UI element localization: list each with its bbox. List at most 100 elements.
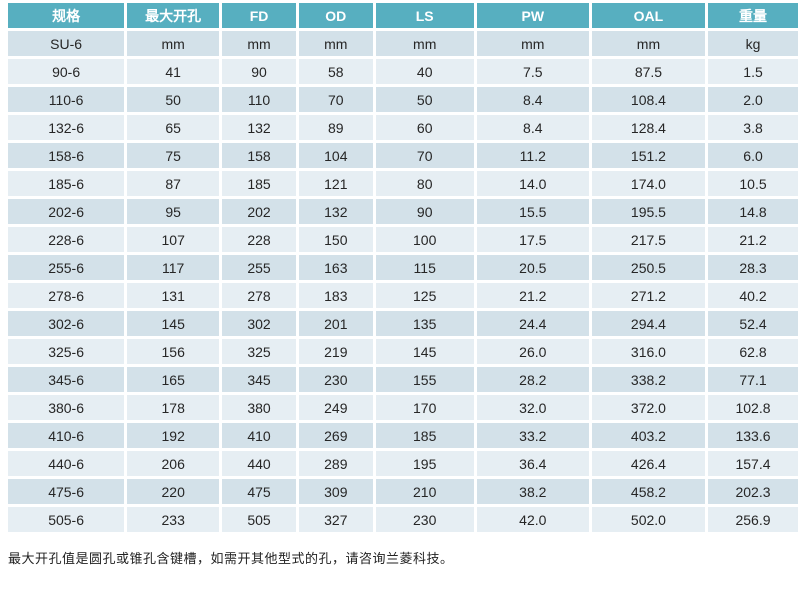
table-cell: 302-6 bbox=[8, 311, 125, 336]
table-cell: 17.5 bbox=[476, 227, 589, 252]
table-cell: 132-6 bbox=[8, 115, 125, 140]
table-cell: 26.0 bbox=[476, 339, 589, 364]
column-header: PW bbox=[476, 3, 589, 28]
table-cell: 125 bbox=[375, 283, 474, 308]
table-cell: 10.5 bbox=[708, 171, 798, 196]
table-cell: 178 bbox=[127, 395, 220, 420]
table-cell: 50 bbox=[127, 87, 220, 112]
table-cell: 440-6 bbox=[8, 451, 125, 476]
table-row: 228-6 107 228 150 100 17.5 217.5 21.2 bbox=[8, 227, 798, 252]
table-cell: 505 bbox=[222, 507, 296, 532]
table-cell: 6.0 bbox=[708, 143, 798, 168]
table-cell: 380 bbox=[222, 395, 296, 420]
table-cell: 250.5 bbox=[591, 255, 706, 280]
table-cell: mm bbox=[375, 31, 474, 56]
table-cell: 14.0 bbox=[476, 171, 589, 196]
table-cell: 75 bbox=[127, 143, 220, 168]
table-cell: 185-6 bbox=[8, 171, 125, 196]
table-row: 110-6 50 110 70 50 8.4 108.4 2.0 bbox=[8, 87, 798, 112]
table-cell: mm bbox=[127, 31, 220, 56]
table-cell: 410 bbox=[222, 423, 296, 448]
column-header: LS bbox=[375, 3, 474, 28]
table-cell: 345 bbox=[222, 367, 296, 392]
table-cell: 230 bbox=[298, 367, 373, 392]
table-cell: 32.0 bbox=[476, 395, 589, 420]
table-cell: 278 bbox=[222, 283, 296, 308]
table-cell: 40 bbox=[375, 59, 474, 84]
table-cell: 60 bbox=[375, 115, 474, 140]
table-cell: 107 bbox=[127, 227, 220, 252]
table-cell: 170 bbox=[375, 395, 474, 420]
table-cell: 110-6 bbox=[8, 87, 125, 112]
table-cell: 21.2 bbox=[476, 283, 589, 308]
table-cell: 289 bbox=[298, 451, 373, 476]
table-cell: 256.9 bbox=[708, 507, 798, 532]
table-row: 302-6 145 302 201 135 24.4 294.4 52.4 bbox=[8, 311, 798, 336]
table-row: 505-6 233 505 327 230 42.0 502.0 256.9 bbox=[8, 507, 798, 532]
column-header: OAL bbox=[591, 3, 706, 28]
table-cell: 195.5 bbox=[591, 199, 706, 224]
table-cell: 202-6 bbox=[8, 199, 125, 224]
table-cell: 156 bbox=[127, 339, 220, 364]
table-cell: 135 bbox=[375, 311, 474, 336]
table-row: 255-6 117 255 163 115 20.5 250.5 28.3 bbox=[8, 255, 798, 280]
table-cell: 80 bbox=[375, 171, 474, 196]
table-row: 278-6 131 278 183 125 21.2 271.2 40.2 bbox=[8, 283, 798, 308]
table-cell: 100 bbox=[375, 227, 474, 252]
table-cell: 228-6 bbox=[8, 227, 125, 252]
table-cell: 255 bbox=[222, 255, 296, 280]
table-cell: 458.2 bbox=[591, 479, 706, 504]
table-cell: 233 bbox=[127, 507, 220, 532]
table-cell: 192 bbox=[127, 423, 220, 448]
table-cell: 21.2 bbox=[708, 227, 798, 252]
table-cell: 38.2 bbox=[476, 479, 589, 504]
table-cell: 50 bbox=[375, 87, 474, 112]
table-header: 规格 最大开孔 FD OD LS PW OAL 重量 bbox=[8, 3, 798, 28]
table-cell: 220 bbox=[127, 479, 220, 504]
table-cell: 65 bbox=[127, 115, 220, 140]
table-cell: 104 bbox=[298, 143, 373, 168]
column-header: 最大开孔 bbox=[127, 3, 220, 28]
table-cell: 132 bbox=[222, 115, 296, 140]
table-cell: 217.5 bbox=[591, 227, 706, 252]
table-cell: 202 bbox=[222, 199, 296, 224]
column-header: OD bbox=[298, 3, 373, 28]
table-cell: 325 bbox=[222, 339, 296, 364]
table-cell: 230 bbox=[375, 507, 474, 532]
table-row: 345-6 165 345 230 155 28.2 338.2 77.1 bbox=[8, 367, 798, 392]
table-cell: 1.5 bbox=[708, 59, 798, 84]
table-cell: 269 bbox=[298, 423, 373, 448]
table-cell: 228 bbox=[222, 227, 296, 252]
table-cell: 151.2 bbox=[591, 143, 706, 168]
table-cell: 128.4 bbox=[591, 115, 706, 140]
table-cell: 316.0 bbox=[591, 339, 706, 364]
table-cell: mm bbox=[476, 31, 589, 56]
table-cell: 7.5 bbox=[476, 59, 589, 84]
spec-table: 规格 最大开孔 FD OD LS PW OAL 重量 SU-6 mm mm mm mm mm mm kg 90… bbox=[5, 0, 801, 535]
table-cell: 475-6 bbox=[8, 479, 125, 504]
table-cell: 163 bbox=[298, 255, 373, 280]
table-cell: 90 bbox=[222, 59, 296, 84]
table-cell: 102.8 bbox=[708, 395, 798, 420]
column-header: FD bbox=[222, 3, 296, 28]
table-body: SU-6 mm mm mm mm mm mm kg 90-6 41 90 58 40 7.5 87.5 1.5… bbox=[8, 31, 798, 532]
table-cell: kg bbox=[708, 31, 798, 56]
table-cell: 157.4 bbox=[708, 451, 798, 476]
table-cell: 33.2 bbox=[476, 423, 589, 448]
table-cell: 70 bbox=[298, 87, 373, 112]
table-cell: 8.4 bbox=[476, 115, 589, 140]
table-cell: 95 bbox=[127, 199, 220, 224]
table-cell: 58 bbox=[298, 59, 373, 84]
table-cell: 90-6 bbox=[8, 59, 125, 84]
table-cell: 372.0 bbox=[591, 395, 706, 420]
table-cell: 87 bbox=[127, 171, 220, 196]
table-cell: 24.4 bbox=[476, 311, 589, 336]
table-cell: mm bbox=[298, 31, 373, 56]
table-cell: 36.4 bbox=[476, 451, 589, 476]
table-cell: 255-6 bbox=[8, 255, 125, 280]
table-cell: 302 bbox=[222, 311, 296, 336]
table-cell: 14.8 bbox=[708, 199, 798, 224]
table-cell: 440 bbox=[222, 451, 296, 476]
table-cell: 52.4 bbox=[708, 311, 798, 336]
table-cell: 115 bbox=[375, 255, 474, 280]
